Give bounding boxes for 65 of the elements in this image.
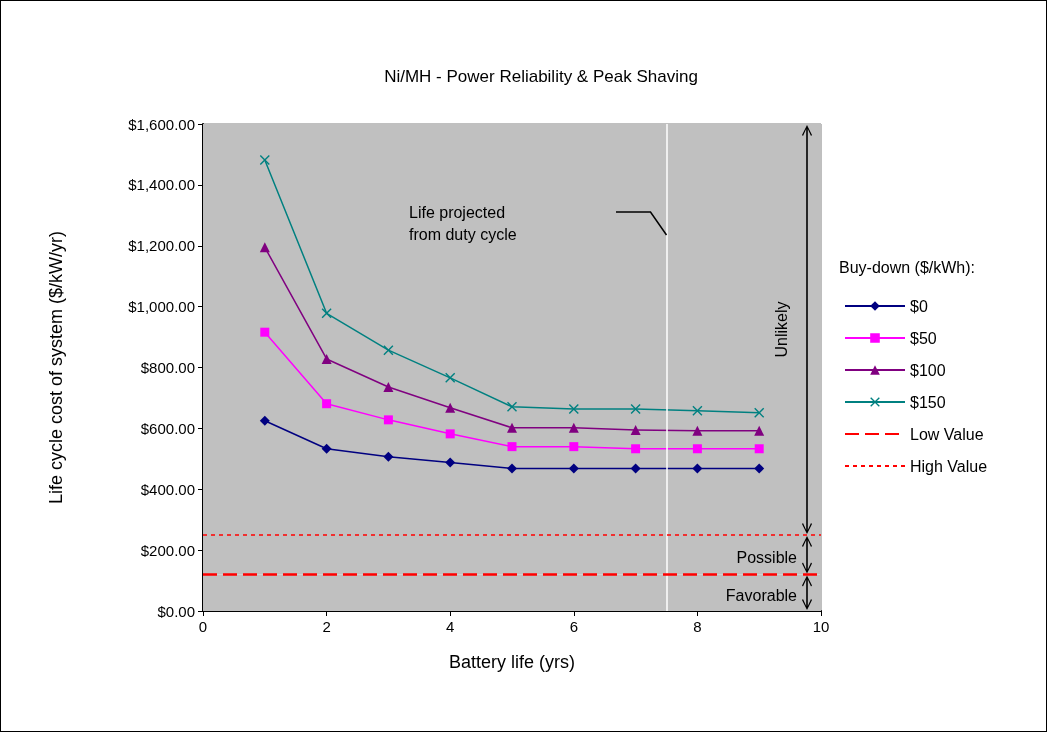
- x-tick-label: 6: [569, 618, 578, 635]
- point: [754, 444, 764, 454]
- point: [322, 399, 332, 409]
- point: [383, 381, 394, 392]
- y-axis-title: Life cycle cost of system ($/kW/yr): [46, 230, 66, 505]
- point: [259, 415, 270, 426]
- x-tick-label: 4: [446, 618, 455, 635]
- x-axis-title: Battery life (yrs): [448, 652, 576, 672]
- point: [383, 451, 394, 462]
- point: [507, 442, 517, 452]
- point: [321, 353, 332, 364]
- band-label: Favorable: [725, 587, 798, 605]
- legend-title: Buy-down ($/kWh):: [839, 258, 976, 276]
- point: [260, 327, 270, 337]
- point: [259, 242, 270, 253]
- y-tick-label: $0.00: [157, 602, 195, 620]
- point: [321, 443, 332, 454]
- point: [445, 402, 456, 413]
- x-tick-label: 2: [322, 618, 331, 635]
- legend-label: $100: [910, 361, 946, 379]
- point: [507, 401, 517, 412]
- legend-label: $150: [910, 393, 946, 411]
- point: [383, 415, 393, 425]
- y-tick-label: $1,200.00: [128, 237, 195, 255]
- x-tick-label: 0: [198, 618, 208, 635]
- point: [507, 463, 517, 474]
- y-tick-label: $1,600.00: [128, 115, 195, 133]
- legend-label: High Value: [910, 457, 988, 475]
- point: [692, 425, 703, 436]
- point: [754, 463, 765, 474]
- point: [321, 308, 332, 319]
- point: [630, 403, 641, 414]
- point: [568, 422, 579, 433]
- point: [754, 407, 765, 418]
- legend-label: Low Value: [910, 425, 984, 443]
- annotation: Life projected from duty cycle: [409, 203, 517, 243]
- y-tick-label: $400.00: [140, 480, 195, 498]
- chart-title: Ni/MH - Power Reliability & Peak Shaving: [384, 67, 698, 86]
- legend-label: $0: [910, 297, 928, 315]
- legend-label: $50: [910, 329, 937, 347]
- point: [568, 463, 579, 474]
- point: [507, 422, 517, 433]
- y-tick-label: $200.00: [140, 541, 195, 559]
- point: [568, 403, 579, 414]
- x-tick-label: 10: [812, 618, 830, 635]
- point: [445, 457, 456, 468]
- point: [445, 429, 455, 439]
- y-tick-label: $1,000.00: [128, 298, 195, 316]
- point: [569, 442, 579, 452]
- point: [754, 425, 765, 436]
- point: [692, 405, 703, 416]
- point: [630, 424, 641, 435]
- point: [692, 444, 702, 454]
- y-tick-label: $600.00: [140, 419, 195, 437]
- point: [630, 463, 641, 474]
- point: [692, 463, 703, 474]
- y-tick-label: $800.00: [140, 359, 195, 376]
- x-tick-label: 8: [693, 618, 702, 635]
- point: [383, 345, 394, 356]
- band-label: Unlikely: [772, 301, 790, 358]
- band-label: Possible: [736, 549, 798, 567]
- point: [259, 154, 270, 165]
- point: [445, 372, 456, 383]
- y-tick-label: $1,400.00: [128, 176, 195, 194]
- point: [631, 444, 641, 454]
